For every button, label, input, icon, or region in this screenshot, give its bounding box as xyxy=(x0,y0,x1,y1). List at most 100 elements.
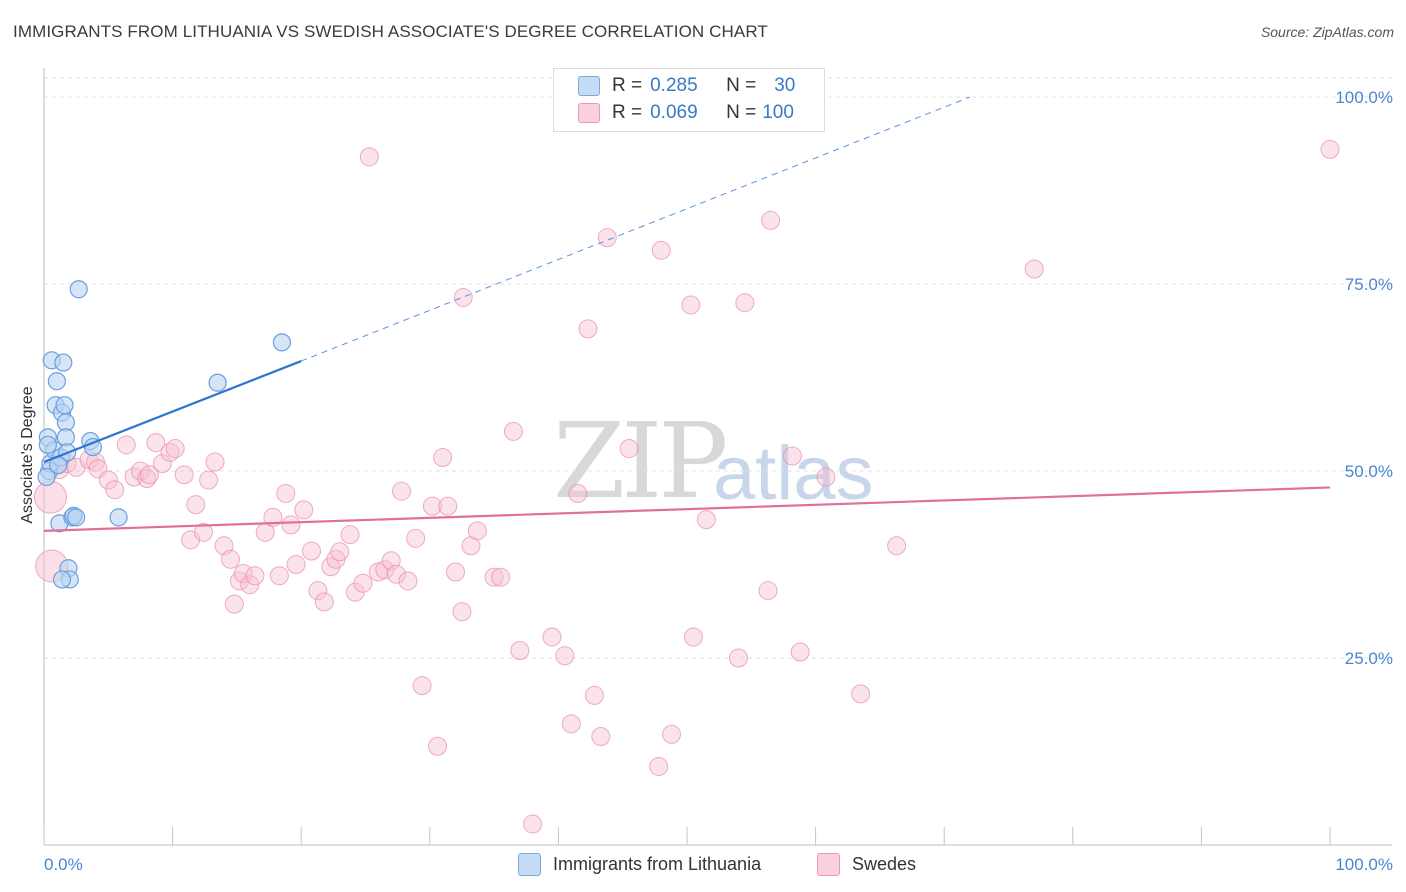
swedes-point xyxy=(555,646,575,666)
legend-n-label: N = xyxy=(726,102,757,123)
legend-row-swedes: R = 0.069 N = 100 xyxy=(578,101,794,125)
swedes-point xyxy=(568,483,588,503)
legend-r-value: 0.285 xyxy=(650,75,698,96)
swedes-point xyxy=(761,210,781,230)
swedes-point xyxy=(851,684,871,704)
swedes-point xyxy=(406,528,426,548)
swedes-point xyxy=(174,465,194,485)
swedes-point xyxy=(561,714,581,734)
swedes-point xyxy=(199,470,219,490)
swedes-point xyxy=(584,685,604,705)
swedes-point xyxy=(422,496,442,516)
swedes-point xyxy=(438,496,458,516)
swedes-point xyxy=(160,442,180,462)
swedes-point xyxy=(392,481,412,501)
swedes-point xyxy=(340,525,360,545)
swedes-point xyxy=(1320,139,1340,159)
swedes-point xyxy=(728,648,748,668)
swedes-point xyxy=(116,435,136,455)
swedes-point xyxy=(152,454,172,474)
swedes-point xyxy=(205,452,225,472)
y-tick-label: 75.0% xyxy=(1345,275,1393,294)
swedes-point xyxy=(542,627,562,647)
legend-n-value: 30 xyxy=(774,75,796,96)
swedes-point xyxy=(353,573,373,593)
legend-r-label: R = xyxy=(612,75,643,96)
y-tick-label: 25.0% xyxy=(1345,649,1393,668)
x-tick-label: 0.0% xyxy=(44,855,83,874)
swedes-point xyxy=(105,480,125,500)
swedes-point xyxy=(619,439,639,459)
legend-r-label: R = xyxy=(612,102,643,123)
legend-n-value: 100 xyxy=(762,102,794,123)
series-legend-lithuania: Immigrants from Lithuania xyxy=(518,852,761,876)
watermark-atlas: atlas xyxy=(713,431,874,516)
swedes-point xyxy=(398,571,418,591)
swedes-point xyxy=(452,602,472,622)
swedes-point xyxy=(139,465,159,485)
series-label-lithuania: Immigrants from Lithuania xyxy=(553,853,762,874)
legend-n-label: N = xyxy=(726,75,757,96)
swedes-point xyxy=(286,555,306,574)
swedes-point xyxy=(308,581,328,601)
lithuania-point xyxy=(208,373,227,392)
lithuania-trend-extension xyxy=(301,96,971,362)
swedes-point xyxy=(33,480,67,514)
lithuania-point xyxy=(47,372,66,391)
swedes-point xyxy=(240,575,260,595)
lithuania-point xyxy=(38,435,57,454)
swedes-point xyxy=(446,562,466,582)
legend-r-value: 0.069 xyxy=(650,102,698,123)
lithuania-point xyxy=(37,467,56,487)
swedes-point xyxy=(220,549,240,569)
swedes-point xyxy=(294,500,314,520)
swedes-point xyxy=(412,676,432,696)
swedes-trend-line xyxy=(43,486,1331,532)
swedes-point xyxy=(790,642,810,662)
swedes-point xyxy=(301,541,321,561)
swedes-point xyxy=(484,567,504,587)
swedes-point xyxy=(245,566,265,586)
swedes-point xyxy=(467,521,487,541)
swedes-point xyxy=(359,147,379,167)
lithuania-point xyxy=(56,428,75,447)
swedes-point xyxy=(146,433,166,453)
y-axis-label: Associate's Degree xyxy=(19,386,36,524)
legend-swatch-lithuania xyxy=(578,76,600,96)
swedes-point xyxy=(137,468,157,488)
lithuania-point xyxy=(54,353,73,372)
swedes-point xyxy=(453,287,473,307)
swedes-point xyxy=(503,421,523,441)
lithuania-point xyxy=(52,570,72,589)
swedes-point xyxy=(330,542,350,562)
swedes-point xyxy=(696,510,716,530)
x-tick-label: 100.0% xyxy=(1335,855,1393,874)
y-tick-label: 50.0% xyxy=(1345,462,1393,481)
legend-row-lithuania: R = 0.285 N = 30 xyxy=(578,74,795,98)
series-legend-swedes: Swedes xyxy=(817,852,916,876)
series-label-swedes: Swedes xyxy=(852,853,917,874)
swedes-point xyxy=(1024,259,1044,279)
swedes-point xyxy=(649,756,669,776)
lithuania-trend-line xyxy=(43,360,302,464)
correlation-legend: R = 0.285 N = 30 R = 0.069 N = 100 xyxy=(553,68,825,132)
swedes-point xyxy=(186,495,206,515)
swedes-point xyxy=(735,293,755,313)
swedes-point xyxy=(165,439,185,459)
swedes-point xyxy=(651,240,671,260)
lithuania-point xyxy=(55,396,74,415)
lithuania-point xyxy=(109,508,128,527)
swedes-point xyxy=(428,736,448,756)
swedes-point xyxy=(578,319,598,339)
source-label: Source: ZipAtlas.com xyxy=(1260,24,1394,40)
legend-swatch-swedes xyxy=(578,103,600,123)
swedes-point xyxy=(98,470,118,490)
swedes-point xyxy=(491,567,511,587)
swedes-point xyxy=(591,727,611,747)
swedes-point xyxy=(314,592,334,612)
series-swatch-lithuania xyxy=(518,852,541,876)
swedes-point xyxy=(224,594,244,614)
lithuania-point xyxy=(272,333,292,352)
y-tick-label: 100.0% xyxy=(1335,88,1393,107)
